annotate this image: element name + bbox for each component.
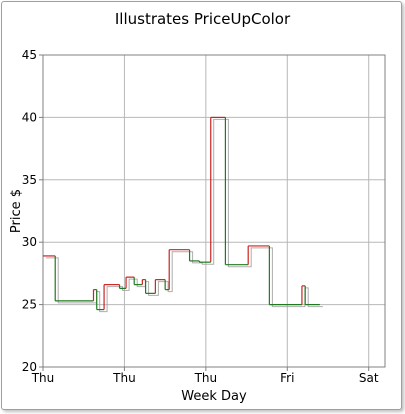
y-tick-label: 20 (22, 360, 37, 374)
series-layer (43, 116, 323, 313)
x-tick-label: Thu (194, 371, 218, 385)
x-axis-title: Week Day (181, 389, 247, 404)
tick-labels: 20 25 30 35 40 45 Thu Thu Thu Fri Sat (22, 48, 379, 385)
chart-frame (1, 1, 402, 410)
chart-title: Illustrates PriceUpColor (114, 10, 291, 28)
y-tick-label: 35 (22, 173, 37, 187)
plot-area (42, 54, 386, 368)
series-shadow (46, 118, 323, 313)
grid (39, 54, 385, 371)
y-tick-label: 30 (22, 235, 37, 249)
x-tick-label: Fri (280, 371, 294, 385)
x-tick-label: Thu (31, 371, 55, 385)
x-tick-label: Sat (359, 371, 379, 385)
y-tick-label: 25 (22, 298, 37, 312)
y-tick-label: 45 (22, 48, 37, 62)
x-tick-label: Thu (112, 371, 136, 385)
y-axis-title: Price $ (9, 189, 24, 233)
y-tick-label: 40 (22, 110, 37, 124)
